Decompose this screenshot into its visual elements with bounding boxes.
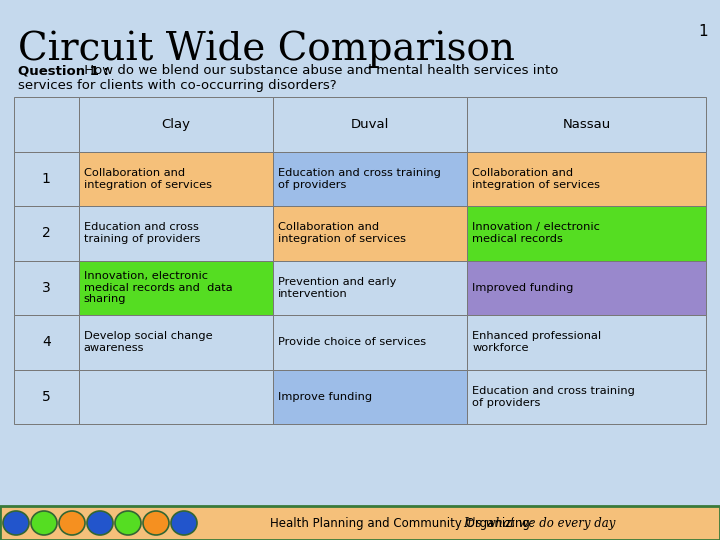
Ellipse shape xyxy=(171,511,197,535)
Ellipse shape xyxy=(87,511,113,535)
Bar xyxy=(273,260,467,315)
Text: Health Planning and Community Organizing:: Health Planning and Community Organizing… xyxy=(270,516,541,530)
Bar xyxy=(467,152,706,206)
Ellipse shape xyxy=(115,511,141,535)
Bar xyxy=(14,369,78,424)
Text: 5: 5 xyxy=(42,390,50,404)
Text: Innovation, electronic
medical records and  data
sharing: Innovation, electronic medical records a… xyxy=(84,271,233,305)
Bar xyxy=(78,369,273,424)
Bar xyxy=(78,152,273,206)
Text: Education and cross training
of providers: Education and cross training of provider… xyxy=(472,386,635,408)
Text: It's what we do every day: It's what we do every day xyxy=(463,516,616,530)
Bar xyxy=(78,315,273,369)
Text: Innovation / electronic
medical records: Innovation / electronic medical records xyxy=(472,222,600,244)
Text: Enhanced professional
workforce: Enhanced professional workforce xyxy=(472,332,601,353)
Text: 1: 1 xyxy=(698,24,708,39)
Text: How do we blend our substance abuse and mental health services into: How do we blend our substance abuse and … xyxy=(80,64,559,77)
Bar xyxy=(14,97,78,152)
Bar xyxy=(78,97,273,152)
Ellipse shape xyxy=(31,511,57,535)
Text: 4: 4 xyxy=(42,335,50,349)
Text: Collaboration and
integration of services: Collaboration and integration of service… xyxy=(278,222,406,244)
Bar xyxy=(467,206,706,260)
Ellipse shape xyxy=(143,511,169,535)
Text: Education and cross
training of providers: Education and cross training of provider… xyxy=(84,222,200,244)
Text: services for clients with co-occurring disorders?: services for clients with co-occurring d… xyxy=(18,79,337,92)
Text: Prevention and early
intervention: Prevention and early intervention xyxy=(278,277,396,299)
Text: Nassau: Nassau xyxy=(562,118,611,131)
Text: Collaboration and
integration of services: Collaboration and integration of service… xyxy=(84,168,212,190)
Text: 2: 2 xyxy=(42,226,50,240)
Ellipse shape xyxy=(3,511,29,535)
Bar xyxy=(273,369,467,424)
Bar xyxy=(14,260,78,315)
Bar xyxy=(467,315,706,369)
Text: Improve funding: Improve funding xyxy=(278,392,372,402)
Text: 1: 1 xyxy=(42,172,51,186)
Text: Clay: Clay xyxy=(161,118,190,131)
Bar xyxy=(273,315,467,369)
Text: Improved funding: Improved funding xyxy=(472,283,573,293)
Text: 3: 3 xyxy=(42,281,50,295)
Bar xyxy=(273,206,467,260)
Ellipse shape xyxy=(59,511,85,535)
Bar xyxy=(78,206,273,260)
Text: Question 1 :: Question 1 : xyxy=(18,64,114,77)
Bar xyxy=(14,152,78,206)
Bar xyxy=(467,97,706,152)
Text: Education and cross training
of providers: Education and cross training of provider… xyxy=(278,168,441,190)
Bar xyxy=(273,152,467,206)
Text: Collaboration and
integration of services: Collaboration and integration of service… xyxy=(472,168,600,190)
Text: Provide choice of services: Provide choice of services xyxy=(278,338,426,347)
Bar xyxy=(78,260,273,315)
Text: Duval: Duval xyxy=(351,118,389,131)
Bar xyxy=(273,97,467,152)
Text: Circuit Wide Comparison: Circuit Wide Comparison xyxy=(18,30,515,68)
Text: Develop social change
awareness: Develop social change awareness xyxy=(84,332,212,353)
Bar xyxy=(0,506,720,540)
Bar xyxy=(467,260,706,315)
Bar xyxy=(14,315,78,369)
Bar xyxy=(467,369,706,424)
Bar xyxy=(14,206,78,260)
